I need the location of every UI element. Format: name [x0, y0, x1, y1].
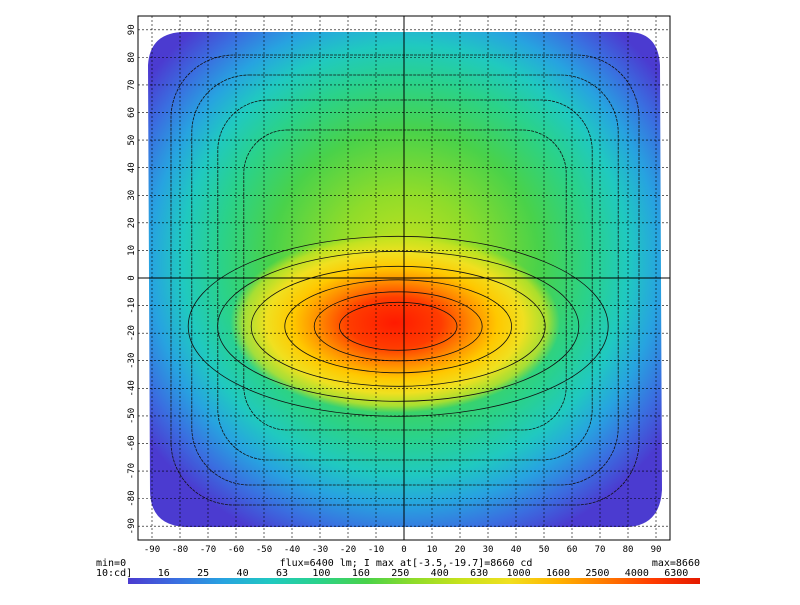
x-tick-label: -20 [340, 545, 356, 555]
y-tick-label: 90 [127, 24, 137, 35]
colorbar-tick-label: 16 [158, 568, 170, 579]
y-tick-label: 70 [127, 80, 137, 91]
y-tick-label: -10 [127, 297, 137, 313]
x-tick-label: 80 [623, 545, 634, 555]
colorbar-tick-label: 40 [237, 568, 249, 579]
x-tick-label: -10 [368, 545, 384, 555]
colorbar-tick-label: 160 [352, 568, 370, 579]
y-tick-label: -60 [127, 435, 137, 451]
x-tick-label: 70 [595, 545, 606, 555]
y-tick-label: -80 [127, 490, 137, 506]
x-tick-label: 30 [483, 545, 494, 555]
x-tick-label: 40 [511, 545, 522, 555]
contour-line [339, 301, 458, 351]
x-tick-label: 20 [455, 545, 466, 555]
x-tick-label: 60 [567, 545, 578, 555]
colorbar-tick-label: 2500 [585, 568, 609, 579]
colorbar-tick-label: 1000 [507, 568, 531, 579]
y-tick-label: 0 [127, 275, 137, 280]
colorbar-tick-label: 100 [312, 568, 330, 579]
y-tick-label: -40 [127, 380, 137, 396]
y-tick-label: -50 [127, 408, 137, 424]
colorbar-tick-label: 400 [431, 568, 449, 579]
contour-lines [170, 54, 640, 506]
contour-line [191, 74, 619, 486]
max-label: max=8660 [652, 558, 700, 569]
x-tick-label: -50 [256, 545, 272, 555]
y-tick-label: 20 [127, 217, 137, 228]
y-tick-label: -20 [127, 325, 137, 341]
y-tick-label: -90 [127, 518, 137, 534]
y-tick-label: -70 [127, 463, 137, 479]
y-tick-label: -30 [127, 353, 137, 369]
x-tick-label: 90 [651, 545, 662, 555]
y-tick-label: 10 [127, 245, 137, 256]
colorbar-tick-label: 63 [276, 568, 288, 579]
axes [138, 16, 670, 540]
colorbar-tick-label: 630 [470, 568, 488, 579]
x-tick-label: -60 [228, 545, 244, 555]
contour-line [187, 235, 609, 417]
colorbar-tick-label: 4000 [625, 568, 649, 579]
colorbar-tick-label: 25 [197, 568, 209, 579]
tick-labels: -90 -80 -70 -60 -50 -40 -30 -20 -10 0 10 20 30 40 50 60… [127, 24, 661, 555]
flux-annotation: flux=6400 lm; I max at[-3.5,-19.7]=8660 … [280, 558, 533, 569]
colorbar-tick-label: 6300 [664, 568, 688, 579]
contour-line [243, 129, 567, 431]
colorbar-tick-label: 250 [391, 568, 409, 579]
min-label: min=0 [96, 558, 126, 569]
y-tick-label: 50 [127, 135, 137, 146]
colorbar [128, 578, 700, 584]
x-tick-label: -90 [144, 545, 160, 555]
unit-label: 10:cd] [96, 568, 132, 579]
contour-line [284, 279, 513, 374]
y-tick-label: 30 [127, 190, 137, 201]
x-tick-label: -40 [284, 545, 300, 555]
x-tick-label: -30 [312, 545, 328, 555]
x-tick-label: -70 [200, 545, 216, 555]
x-tick-label: -80 [172, 545, 188, 555]
contour-line [250, 265, 546, 387]
contour-line [170, 54, 640, 506]
y-tick-label: 60 [127, 107, 137, 118]
x-tick-label: 0 [401, 545, 406, 555]
colorbar-tick-labels: 16 25 40 63 100 160 250 400 630 1000 1600 2500 4000 6… [158, 568, 689, 579]
contour-line [217, 99, 593, 461]
x-tick-label: 10 [427, 545, 438, 555]
heatmap-layer [148, 32, 662, 527]
x-tick-label: 50 [539, 545, 550, 555]
y-tick-label: 40 [127, 162, 137, 173]
colorbar-tick-label: 1600 [546, 568, 570, 579]
plot-frame [137, 15, 671, 541]
y-tick-label: 80 [127, 52, 137, 63]
